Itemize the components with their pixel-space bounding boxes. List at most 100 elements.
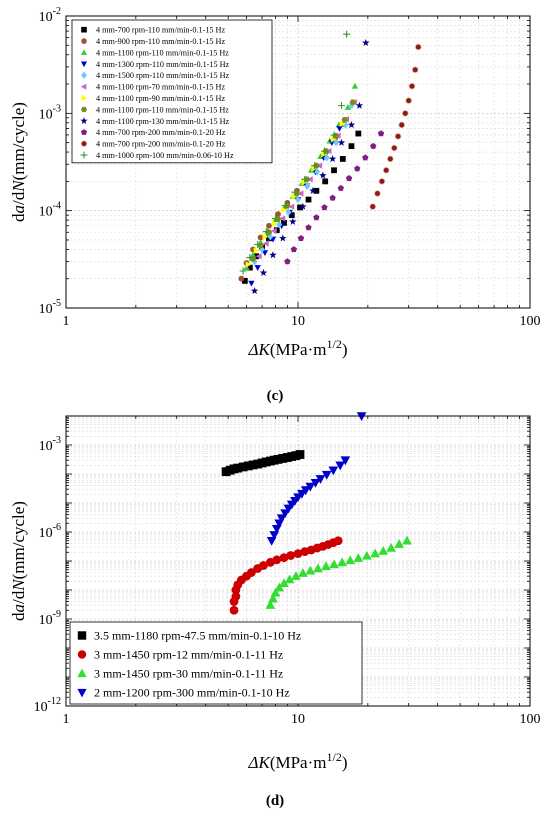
panel-c-data-point	[321, 204, 328, 211]
panel-c-legend-label: 4 mm-1000 rpm-100 mm/min-0.06-10 Hz	[96, 151, 234, 160]
panel-c-axis-ticks: 1 10 100 10-5 10-4 10-3 10-2	[39, 6, 541, 329]
panel-d-data-point	[259, 561, 268, 570]
panel-d-legend-label: 2 mm-1200 rpm-300 mm/min-0.1-10 Hz	[94, 686, 290, 700]
panel-d-chart: 1 10 100 10-12 10-9 10-6 10-3 3.5 mm-1180 rpm-…	[9, 412, 541, 809]
panel-c-data-point	[313, 187, 320, 194]
panel-c-data-point	[288, 212, 295, 219]
panel-c-y-tick-label: 10-4	[39, 201, 61, 220]
panel-c-data-point	[309, 186, 317, 194]
panel-c-data-point	[408, 82, 416, 90]
panel-c-data-point	[299, 202, 307, 210]
panel-c-data-point	[347, 121, 356, 129]
panel-c-xlabel-close: )	[342, 340, 348, 359]
panel-c-data-point	[330, 136, 337, 143]
panel-c-legend-marker	[81, 38, 87, 44]
panel-d-data-point	[293, 549, 303, 558]
panel-c-legend-marker	[81, 95, 88, 102]
panel-d-data-point	[243, 461, 253, 471]
panel-c-data-point	[284, 258, 291, 265]
panel-d-xlabel-sym: ΔK	[247, 753, 271, 772]
panel-d-data-point	[268, 593, 278, 603]
panel-c-xlabel-exp: 1/2	[326, 337, 341, 351]
panel-d-data-point	[321, 470, 332, 480]
panel-c-data-point	[275, 211, 281, 218]
panel-d-y-tick-label: 10-3	[39, 435, 61, 454]
panel-d-series-2	[229, 536, 343, 615]
panel-d-legend-marker	[77, 631, 87, 640]
panel-c-data-point	[351, 82, 359, 89]
panel-c-data-point	[319, 171, 327, 179]
panel-c-data-point	[394, 133, 402, 140]
panel-c-legend-label: 4 mm-700 rpm-110 mm/min-0.1-15 Hz	[96, 26, 225, 35]
panel-c-data-point	[345, 174, 353, 182]
panel-c-data-point	[348, 143, 355, 150]
panel-c-legend-label: 4 mm-1100 rpm-130 mm/min-0.1-15 Hz	[96, 117, 230, 126]
panel-c-data-point	[259, 268, 268, 276]
panel-c-ylabel-a: a	[9, 205, 28, 214]
panel-c-data-point	[238, 275, 245, 282]
panel-d-data-point	[321, 561, 331, 571]
panel-c-data-point	[362, 154, 369, 161]
panel-c-data-point	[246, 264, 253, 271]
panel-d-data-point	[272, 555, 282, 565]
panel-c-data-point	[279, 215, 286, 222]
panel-d-data-point	[231, 592, 241, 601]
panel-c-data-point	[289, 217, 297, 225]
panel-c-data-point	[269, 251, 277, 259]
panel-c-data-point	[281, 206, 288, 214]
panel-d-data-point	[238, 462, 248, 472]
panel-c-ylabel: da/dN(mm/cycle)	[9, 102, 28, 222]
panel-c-data-point	[401, 110, 409, 117]
panel-c-data-point	[337, 184, 345, 191]
panel-d-ylabel-slash-d: /d	[9, 590, 28, 604]
panel-c-data-point	[311, 162, 319, 170]
panel-c-data-point	[354, 165, 361, 172]
panel-c-data-point	[297, 204, 303, 211]
panel-d-data-point	[270, 587, 281, 597]
panel-d-data-point	[340, 456, 351, 466]
panel-c-legend-marker	[80, 151, 88, 159]
panel-c-data-point	[398, 121, 406, 129]
panel-c-legend-label: 4 mm-1500 rpm-110 mm/min-0.1-15 Hz	[96, 71, 230, 80]
panel-c-legend-box	[71, 19, 273, 164]
panel-c-data-point	[378, 178, 386, 185]
panel-c-label: (c)	[267, 388, 284, 404]
panel-d-data-point	[273, 454, 283, 464]
panel-c-ylabel-d1: d	[9, 213, 28, 222]
panel-c-x-tick-label: 100	[520, 314, 541, 329]
panel-d-series-1	[221, 450, 305, 477]
panel-c-data-point	[262, 233, 269, 240]
panel-c-data-point	[306, 176, 313, 183]
panel-d-data-point	[265, 600, 276, 609]
panel-c-data-point	[267, 232, 274, 241]
panel-d-y-tick-label: 10-12	[34, 696, 61, 715]
panel-c-legend-label: 4 mm-700 rpm-200 mm/min-0.1-20 Hz	[96, 140, 226, 149]
panel-c-legend-marker	[80, 61, 88, 68]
panel-c-legend-label: 4 mm-1300 rpm-110 mm/min-0.1-15 Hz	[96, 60, 230, 69]
panel-c-data-point	[387, 155, 394, 163]
panel-d-legend-box	[69, 621, 363, 705]
panel-c-legend-marker	[80, 129, 88, 135]
panel-c-data-point	[253, 247, 260, 254]
panel-c-data-point	[405, 97, 412, 104]
panel-d-data-point	[284, 574, 295, 584]
panel-c-data-point	[239, 267, 247, 275]
panel-c-legend-label: 4 mm-1100 rpm-70 mm/min-0.1-15 Hz	[96, 83, 225, 92]
panel-d-data-point	[386, 542, 396, 552]
panel-d-data-point	[333, 536, 343, 546]
panel-d-ylabel-d1: d	[9, 612, 28, 621]
panel-c-data-point	[305, 224, 312, 231]
panel-c-data-point	[329, 194, 336, 201]
panel-d-data-point	[305, 482, 316, 492]
panel-c-data-point	[330, 131, 338, 139]
panel-d-data-point	[361, 550, 372, 560]
panel-c-series-9	[250, 38, 370, 295]
panel-c-data-point	[341, 116, 348, 123]
panel-c-data-point	[320, 147, 328, 155]
panel-c-data-point	[265, 229, 273, 236]
panel-c-data-point	[288, 203, 295, 210]
panel-c-data-point	[414, 43, 422, 51]
panel-c-data-point	[323, 153, 330, 162]
panel-c-data-point	[245, 261, 252, 268]
panel-c-data-point	[291, 188, 299, 196]
